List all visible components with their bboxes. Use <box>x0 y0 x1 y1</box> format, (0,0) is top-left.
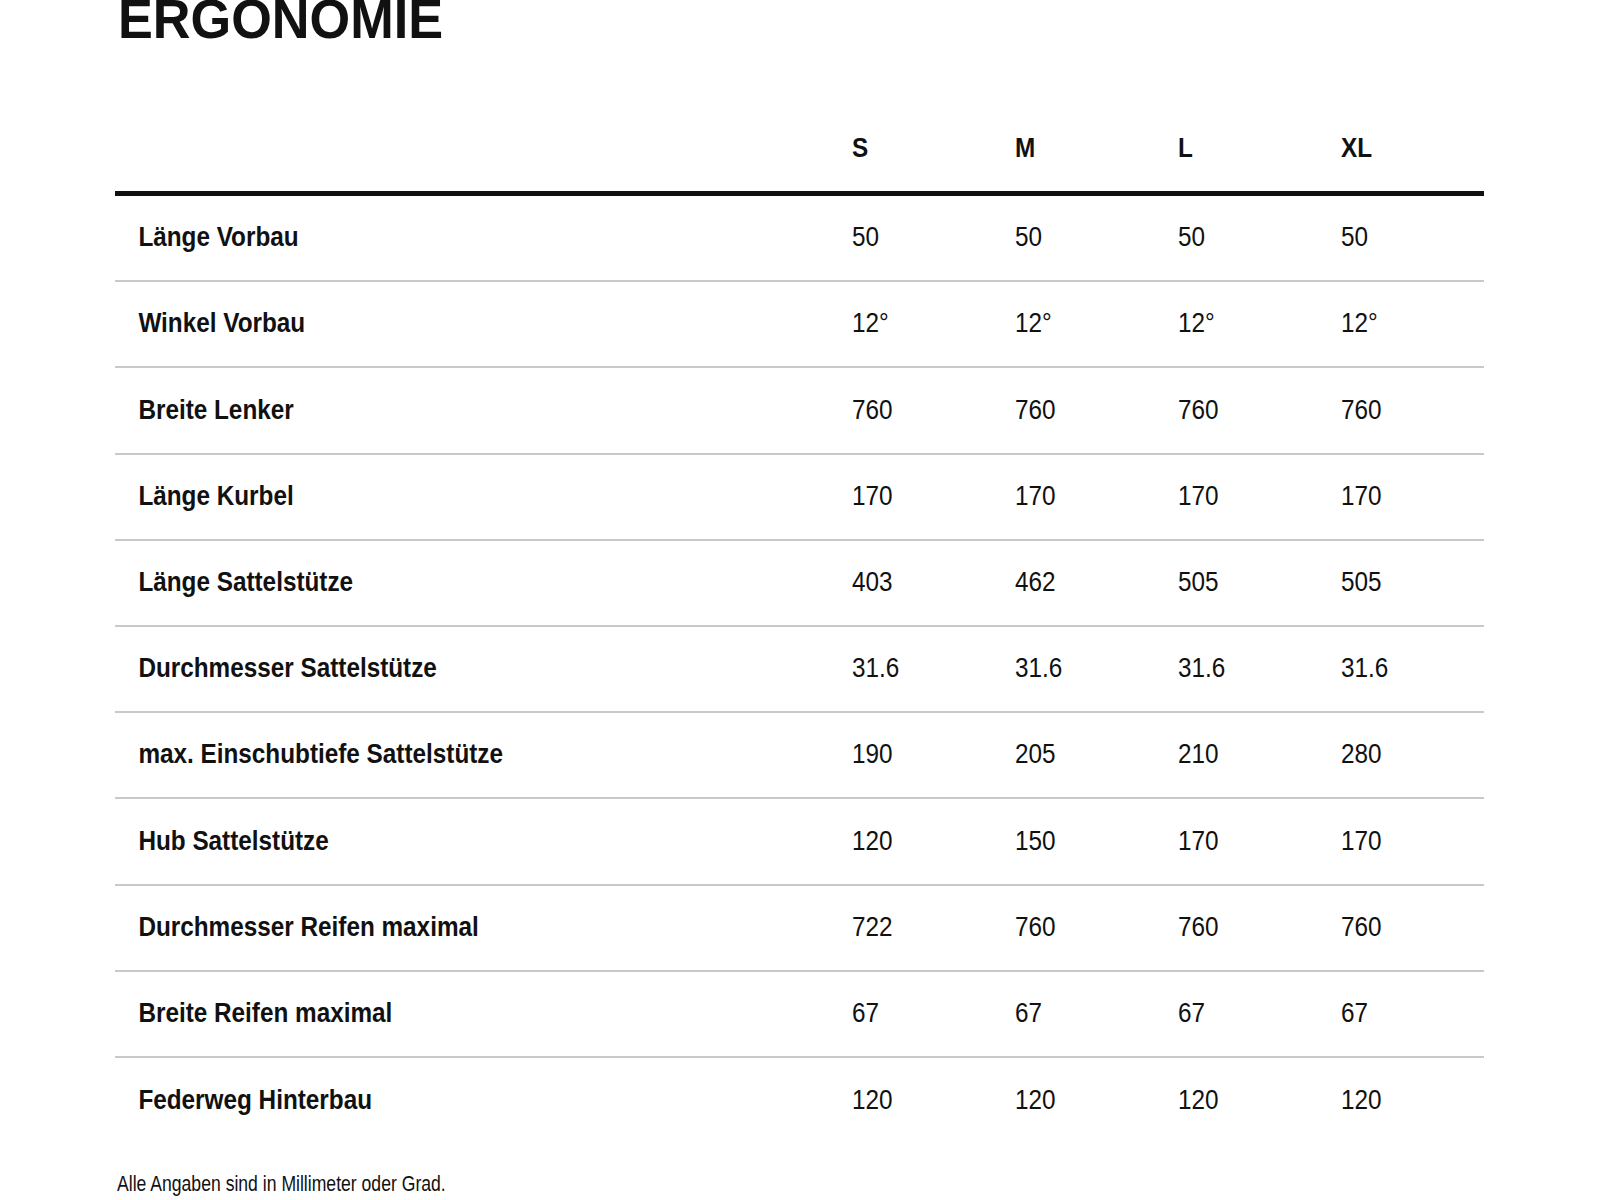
cell-value: 120 <box>1015 1058 1162 1144</box>
cell-value: 210 <box>1178 713 1325 797</box>
table-row: Federweg Hinterbau120120120120 <box>115 1058 1484 1144</box>
cell-value: 170 <box>852 455 999 539</box>
cell-value: 31.6 <box>852 627 999 711</box>
cell-value: 12° <box>852 282 999 366</box>
cell-value: 170 <box>1178 799 1325 883</box>
row-label: Länge Kurbel <box>115 455 778 539</box>
cell-value: 760 <box>1178 368 1325 452</box>
header-spacer <box>115 107 778 191</box>
cell-value: 760 <box>852 368 999 452</box>
table-row: Hub Sattelstütze120150170170 <box>115 799 1484 885</box>
cell-value: 170 <box>1015 455 1162 539</box>
cell-value: 31.6 <box>1015 627 1162 711</box>
table-row: Länge Sattelstütze403462505505 <box>115 541 1484 627</box>
cell-value: 50 <box>1015 196 1162 280</box>
row-label: Durchmesser Sattelstütze <box>115 627 778 711</box>
cell-value: 760 <box>1341 886 1470 970</box>
row-label: Durchmesser Reifen maximal <box>115 886 778 970</box>
cell-value: 505 <box>1341 541 1470 625</box>
cell-value: 50 <box>1178 196 1325 280</box>
cell-value: 120 <box>852 799 999 883</box>
cell-value: 505 <box>1178 541 1325 625</box>
cell-value: 31.6 <box>1341 627 1470 711</box>
column-header: M <box>1015 107 1162 191</box>
cell-value: 205 <box>1015 713 1162 797</box>
cell-value: 760 <box>1015 368 1162 452</box>
table-row: Länge Vorbau50505050 <box>115 196 1484 282</box>
cell-value: 67 <box>1178 972 1325 1056</box>
table-header-row: SMLXL <box>115 107 1484 196</box>
spec-table: SMLXL Länge Vorbau50505050Winkel Vorbau1… <box>115 107 1484 1144</box>
cell-value: 722 <box>852 886 999 970</box>
row-label: max. Einschubtiefe Sattelstütze <box>115 713 778 797</box>
table-row: Länge Kurbel170170170170 <box>115 455 1484 541</box>
cell-value: 12° <box>1178 282 1325 366</box>
cell-value: 67 <box>1015 972 1162 1056</box>
cell-value: 67 <box>852 972 999 1056</box>
cell-value: 12° <box>1341 282 1470 366</box>
table-row: Breite Reifen maximal67676767 <box>115 972 1484 1058</box>
cell-value: 190 <box>852 713 999 797</box>
column-header: S <box>852 107 999 191</box>
table-row: Breite Lenker760760760760 <box>115 368 1484 454</box>
cell-value: 170 <box>1178 455 1325 539</box>
row-label: Federweg Hinterbau <box>115 1058 778 1144</box>
cell-value: 50 <box>1341 196 1470 280</box>
cell-value: 50 <box>852 196 999 280</box>
footnote: Alle Angaben sind in Millimeter oder Gra… <box>117 1171 446 1197</box>
table-row: max. Einschubtiefe Sattelstütze 190205210… <box>115 713 1484 799</box>
row-label: Länge Sattelstütze <box>115 541 778 625</box>
cell-value: 12° <box>1015 282 1162 366</box>
table-row: Durchmesser Reifen maximal722760760760 <box>115 886 1484 972</box>
cell-value: 120 <box>1178 1058 1325 1144</box>
cell-value: 150 <box>1015 799 1162 883</box>
cell-value: 170 <box>1341 455 1470 539</box>
page: ERGONOMIE SMLXL Länge Vorbau50505050Wink… <box>0 0 1600 1200</box>
row-label: Winkel Vorbau <box>115 282 778 366</box>
cell-value: 462 <box>1015 541 1162 625</box>
cell-value: 280 <box>1341 713 1470 797</box>
column-header: XL <box>1341 107 1470 191</box>
cell-value: 760 <box>1015 886 1162 970</box>
cell-value: 170 <box>1341 799 1470 883</box>
cell-value: 67 <box>1341 972 1470 1056</box>
page-title: ERGONOMIE <box>118 0 443 47</box>
row-label: Hub Sattelstütze <box>115 799 778 883</box>
cell-value: 760 <box>1178 886 1325 970</box>
row-label: Breite Lenker <box>115 368 778 452</box>
cell-value: 403 <box>852 541 999 625</box>
cell-value: 31.6 <box>1178 627 1325 711</box>
cell-value: 120 <box>852 1058 999 1144</box>
row-label: Länge Vorbau <box>115 196 778 280</box>
cell-value: 760 <box>1341 368 1470 452</box>
table-row: Winkel Vorbau12°12°12°12° <box>115 282 1484 368</box>
table-row: Durchmesser Sattelstütze31.631.631.631.6 <box>115 627 1484 713</box>
cell-value: 120 <box>1341 1058 1470 1144</box>
column-header: L <box>1178 107 1325 191</box>
row-label: Breite Reifen maximal <box>115 972 778 1056</box>
